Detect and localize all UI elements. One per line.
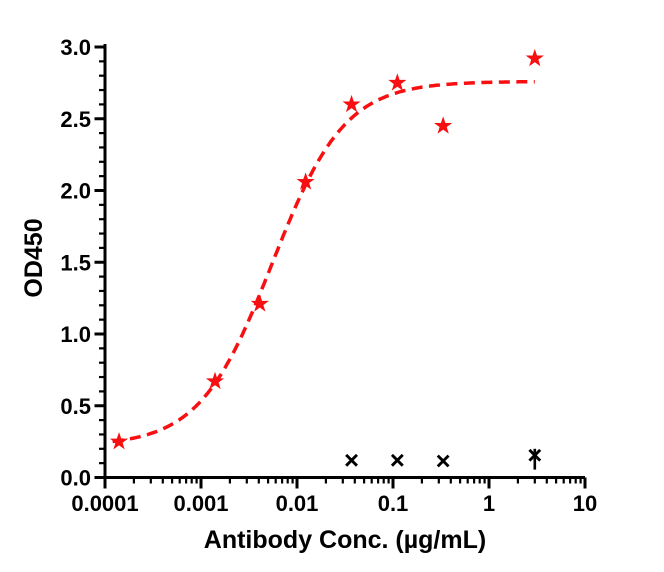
y-tick-label: 1.5 — [60, 250, 91, 275]
x-tick-label: 0.001 — [173, 491, 228, 516]
data-point-x — [528, 448, 542, 462]
data-point-star — [525, 48, 544, 67]
x-tick-label: 10 — [573, 491, 597, 516]
data-point-x — [390, 453, 404, 467]
y-tick-label: 3.0 — [60, 35, 91, 60]
fit-curve-layer — [112, 79, 535, 444]
y-tick-label: 0.0 — [60, 466, 91, 491]
tick-labels-layer: 0.0 0.5 1.0 1.5 2.0 2.5 3.0 0.0001 0.001 0.01 0.1 1… — [60, 35, 597, 516]
data-point-star — [342, 94, 361, 113]
data-point-star — [388, 73, 407, 91]
fit-curve-dashed — [112, 79, 535, 444]
data-point-star — [205, 371, 225, 390]
data-point-x — [345, 453, 358, 467]
x-axis-title: Antibody Conc. (µg/mL) — [204, 526, 486, 554]
x-tick-label: 0.0001 — [71, 491, 138, 516]
data-point-star — [434, 116, 453, 134]
y-tick-label: 2.0 — [60, 179, 91, 204]
data-point-x — [436, 454, 450, 468]
x-tick-label: 0.1 — [378, 491, 409, 516]
y-axis-title: OD450 — [20, 218, 48, 297]
x-tick-label: 0.01 — [276, 491, 319, 516]
data-point-star — [296, 172, 315, 190]
y-tick-label: 0.5 — [60, 394, 91, 419]
data-markers-layer — [109, 48, 544, 470]
data-point-star — [250, 294, 269, 312]
y-tick-label: 1.0 — [60, 322, 91, 347]
y-tick-label: 2.5 — [60, 107, 91, 132]
data-point-star — [109, 432, 129, 450]
x-tick-label: 1 — [483, 491, 495, 516]
axes-layer — [94, 44, 587, 489]
